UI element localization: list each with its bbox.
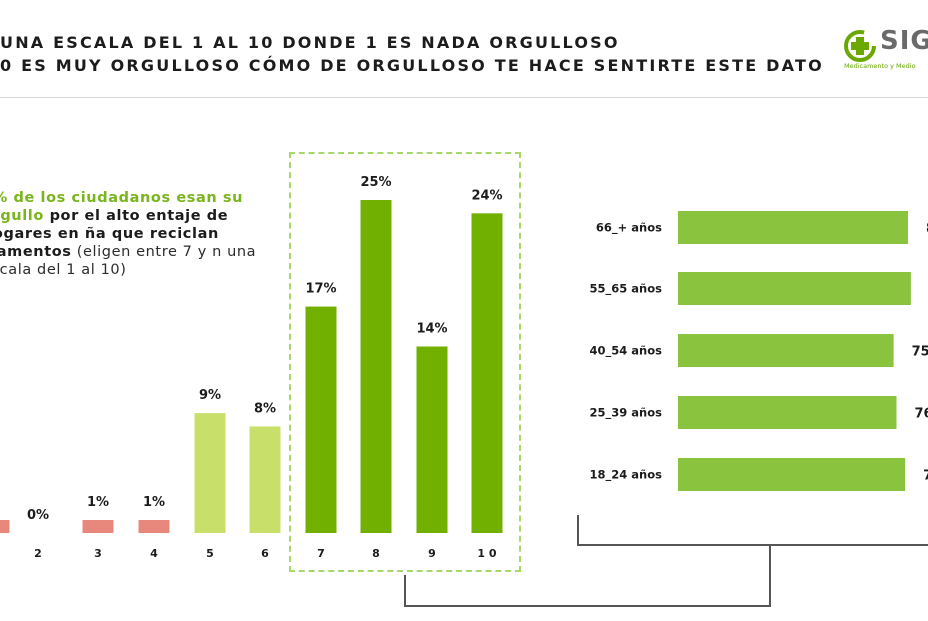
title-line-2: 0 ES MUY ORGULLOSO CÓMO DE ORGULLOSO TE … bbox=[0, 56, 824, 75]
x-tick-label: 7 bbox=[317, 547, 325, 560]
bar-value-label: 1% bbox=[87, 495, 109, 510]
title-line-1: UNA ESCALA DEL 1 AL 10 DONDE 1 ES NADA O… bbox=[0, 33, 620, 52]
highlight-7-10-box bbox=[289, 152, 521, 572]
highlight-bracket bbox=[404, 545, 771, 607]
age-bar bbox=[678, 334, 894, 367]
bar-rating-4 bbox=[138, 520, 170, 533]
header-divider bbox=[0, 97, 928, 98]
age-value-label: 8 bbox=[926, 222, 928, 237]
callout-bold: por el alto entaje de hogares en ña que … bbox=[0, 208, 229, 260]
sigre-logo: SIG Medicamento y Medio bbox=[840, 24, 928, 74]
bar-value-label: 1% bbox=[143, 495, 165, 510]
age-bar bbox=[678, 458, 906, 491]
age-value-label: 79 bbox=[923, 469, 928, 484]
callout-highlight: 0% de los ciudadanos esan su orgullo bbox=[0, 190, 244, 224]
age-value-label: 76% bbox=[915, 407, 928, 422]
x-tick-label: 3 bbox=[94, 547, 102, 560]
bar-rating-3 bbox=[82, 520, 114, 533]
x-tick-label: 6 bbox=[261, 547, 269, 560]
age-category-label: 18_24 años bbox=[590, 468, 663, 483]
bar-value-label: 0% bbox=[27, 508, 49, 523]
logo-wordmark: SIG bbox=[880, 26, 928, 56]
age-category-label: 66_+ años bbox=[596, 221, 662, 236]
bar-value-label: 24% bbox=[471, 188, 502, 203]
rating-distribution-chart: 10%21%31%49%58%617%725%814%924%1 0 bbox=[0, 175, 503, 560]
x-tick-label: 9 bbox=[428, 547, 436, 560]
bar-value-label: 14% bbox=[416, 322, 447, 337]
callout-note: (eligen entre 7 y n una escala del 1 al … bbox=[0, 244, 257, 278]
bar-value-label: 25% bbox=[360, 175, 391, 190]
bar-rating-1 bbox=[0, 520, 10, 533]
bar-rating-7 bbox=[305, 306, 337, 533]
age-category-label: 55_65 años bbox=[590, 282, 663, 297]
x-tick-label: 2 bbox=[34, 547, 42, 560]
bar-value-label: 8% bbox=[254, 401, 276, 416]
age-bar bbox=[678, 272, 911, 305]
x-tick-label: 8 bbox=[372, 547, 380, 560]
logo-tagline: Medicamento y Medio bbox=[844, 62, 916, 70]
age-breakdown-chart: 66_+ años855_65 años840_54 años75%25_39 … bbox=[590, 211, 928, 491]
bar-value-label: 9% bbox=[199, 388, 221, 403]
age-bar bbox=[678, 211, 908, 244]
bar-rating-9 bbox=[416, 346, 448, 533]
bar-rating-10 bbox=[471, 213, 503, 533]
bar-rating-5 bbox=[194, 413, 226, 533]
bar-value-label: 17% bbox=[305, 282, 336, 297]
age-category-label: 25_39 años bbox=[590, 406, 663, 421]
age-value-label: 75% bbox=[912, 345, 928, 360]
x-tick-label: 5 bbox=[206, 547, 214, 560]
age-bar bbox=[678, 396, 897, 429]
bracket-connector bbox=[404, 515, 928, 607]
key-finding-callout: 0% de los ciudadanos esan su orgullo por… bbox=[0, 189, 262, 279]
age-chart-bracket bbox=[577, 515, 928, 546]
x-tick-label: 1 0 bbox=[477, 547, 496, 560]
age-category-label: 40_54 años bbox=[590, 344, 663, 359]
bar-rating-8 bbox=[360, 200, 392, 533]
bar-rating-6 bbox=[249, 426, 281, 533]
x-tick-label: 4 bbox=[150, 547, 158, 560]
recycle-cross-icon bbox=[844, 30, 876, 62]
